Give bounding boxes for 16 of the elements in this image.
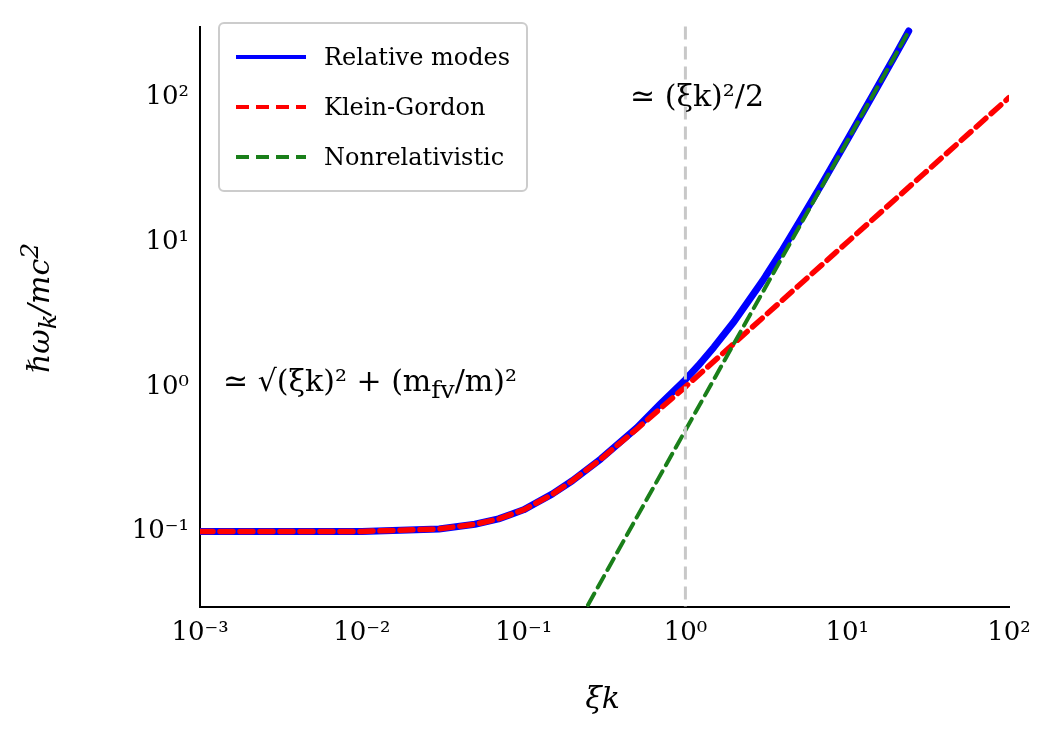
y-tick-label: 10¹ <box>145 224 189 255</box>
legend-label: Relative modes <box>324 43 511 71</box>
y-tick-label: 10⁰ <box>145 369 189 400</box>
x-tick-label: 10⁻¹ <box>494 616 553 647</box>
x-tick-label: 10⁻² <box>333 616 391 647</box>
x-tick-label: 10¹ <box>825 616 869 647</box>
legend-label: Klein-Gordon <box>324 93 486 121</box>
y-tick-label: 10⁻¹ <box>131 514 189 545</box>
x-tick-label: 10² <box>987 616 1031 647</box>
x-tick-label: 10⁰ <box>663 616 708 647</box>
legend-label: Nonrelativistic <box>324 143 505 171</box>
x-axis-title: ξk <box>584 680 621 715</box>
x-tick-label: 10⁻³ <box>171 616 229 647</box>
annotation: ≃ √(ξk)² + (m$_{fv}$/m)² <box>223 363 517 404</box>
y-tick-label: 10² <box>145 80 189 111</box>
annotation: ≃ (ξk)²/2 <box>630 78 765 113</box>
